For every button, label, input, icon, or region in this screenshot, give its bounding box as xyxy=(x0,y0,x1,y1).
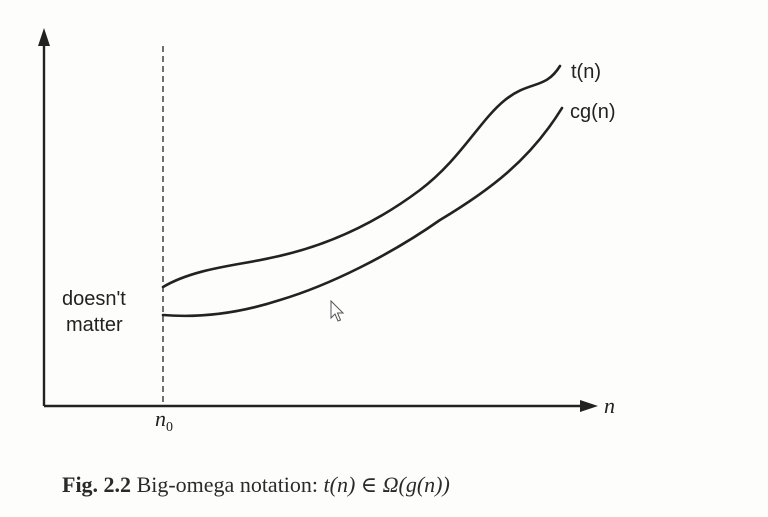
mouse-pointer-icon xyxy=(330,299,345,322)
caption-figure-label: Fig. 2.2 xyxy=(62,472,132,497)
caption-text: Big-omega notation: xyxy=(136,472,319,497)
x-axis-arrowhead xyxy=(580,400,598,412)
curve-t-of-n xyxy=(161,64,562,289)
caption-formula: t(n) ∈ Ω(g(n)) xyxy=(323,472,450,497)
y-axis-arrowhead xyxy=(38,28,50,46)
figure-caption: Fig. 2.2 Big-omega notation: t(n) ∈ Ω(g(… xyxy=(62,472,450,498)
threshold-label: n0 xyxy=(155,406,173,435)
x-axis-label: n xyxy=(604,393,615,418)
curve-cg-of-n-label: cg(n) xyxy=(570,101,616,123)
region-label-line2: matter xyxy=(66,314,123,336)
curve-cg-of-n xyxy=(161,106,564,318)
curve-t-of-n-label: t(n) xyxy=(571,61,601,83)
region-label-line1: doesn't xyxy=(62,288,126,310)
